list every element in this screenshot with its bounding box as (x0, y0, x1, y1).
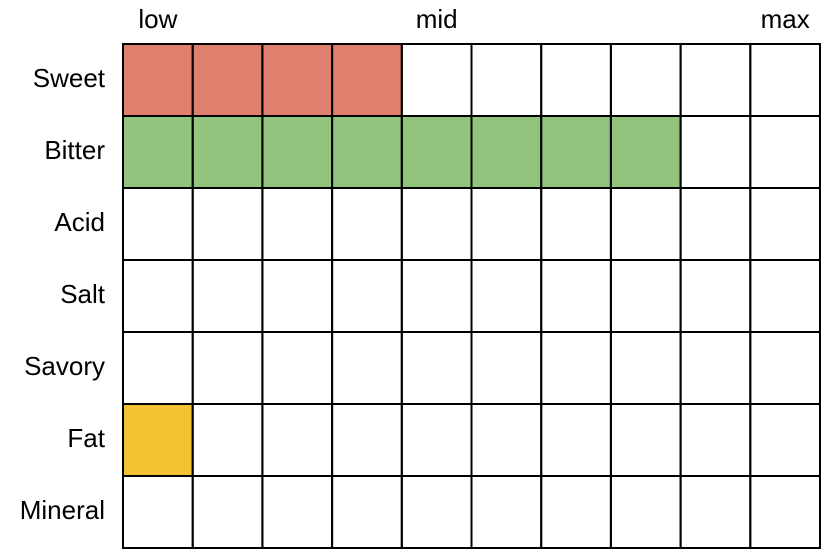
grid-cell (609, 43, 682, 117)
grid-cell (122, 187, 194, 261)
grid-cell (400, 331, 473, 405)
grid-cell (470, 403, 543, 477)
grid-cell (470, 187, 543, 261)
grid-cell (749, 403, 821, 477)
grid-cell (609, 187, 682, 261)
grid-cell (540, 475, 612, 549)
grid-cell (609, 475, 682, 549)
grid-cell (191, 403, 264, 477)
grid-cell (331, 187, 403, 261)
grid-cell (749, 115, 821, 189)
y-tick-label: Savory (24, 351, 105, 381)
grid-cell (261, 259, 334, 333)
grid-cell (470, 43, 543, 117)
bar (123, 404, 193, 476)
grid-cell (122, 259, 194, 333)
x-tick-label: max (761, 4, 810, 34)
grid-cell (400, 43, 473, 117)
y-tick-label: Fat (67, 423, 105, 453)
grid-cell (679, 43, 752, 117)
grid-cell (191, 475, 264, 549)
grid-cell (331, 331, 403, 405)
grid-cell (191, 259, 264, 333)
grid-cell (749, 43, 821, 117)
y-tick-label: Bitter (44, 135, 105, 165)
grid-cell (540, 43, 612, 117)
grid-cell (749, 187, 821, 261)
grid-cell (400, 403, 473, 477)
grid-cell (191, 331, 264, 405)
grid-cell (679, 331, 752, 405)
grid-cell (540, 259, 612, 333)
y-tick-label: Salt (60, 279, 106, 309)
grid-cell (191, 187, 264, 261)
grid-cell (331, 403, 403, 477)
x-tick-label: mid (416, 4, 458, 34)
grid-cell (540, 187, 612, 261)
grid-cell (261, 331, 334, 405)
grid-cell (261, 475, 334, 549)
grid-cell (609, 259, 682, 333)
grid-cell (400, 187, 473, 261)
grid-cell (331, 475, 403, 549)
grid-cell (679, 475, 752, 549)
grid-cell (122, 475, 194, 549)
y-tick-label: Mineral (20, 495, 105, 525)
grid-cell (261, 403, 334, 477)
grid-cell (470, 475, 543, 549)
grid-cell (609, 403, 682, 477)
y-tick-label: Acid (54, 207, 105, 237)
y-tick-label: Sweet (33, 63, 106, 93)
grid-cell (540, 331, 612, 405)
grid-cell (122, 331, 194, 405)
grid-cell (470, 331, 543, 405)
grid-cell (749, 475, 821, 549)
grid-cell (331, 259, 403, 333)
grid-cell (679, 187, 752, 261)
grid-cell (679, 115, 752, 189)
grid-cell (470, 259, 543, 333)
grid-cell (400, 475, 473, 549)
grid-cell (679, 403, 752, 477)
grid-cell (540, 403, 612, 477)
grid-cell (679, 259, 752, 333)
grid-cell (749, 259, 821, 333)
grid-cell (400, 259, 473, 333)
x-tick-label: low (138, 4, 177, 34)
grid-cell (609, 331, 682, 405)
grid-cell (749, 331, 821, 405)
grid-cell (261, 187, 334, 261)
